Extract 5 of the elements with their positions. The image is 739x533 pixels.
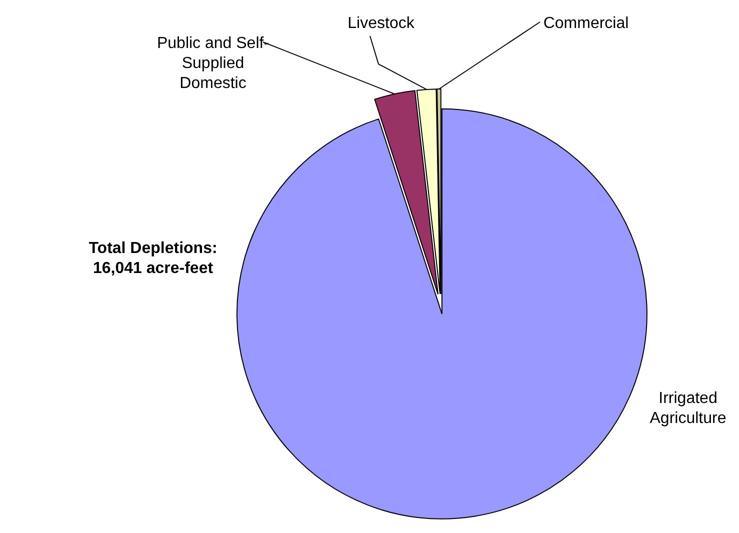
slice-label: Irrigated Agriculture bbox=[650, 390, 726, 427]
slice-label: Public and Self-Supplied Domestic bbox=[156, 35, 270, 92]
slice-label: Livestock bbox=[348, 15, 416, 32]
slice-label: Commercial bbox=[543, 15, 629, 32]
text: Total Depletions: 16,041 acre-feet bbox=[88, 240, 218, 277]
